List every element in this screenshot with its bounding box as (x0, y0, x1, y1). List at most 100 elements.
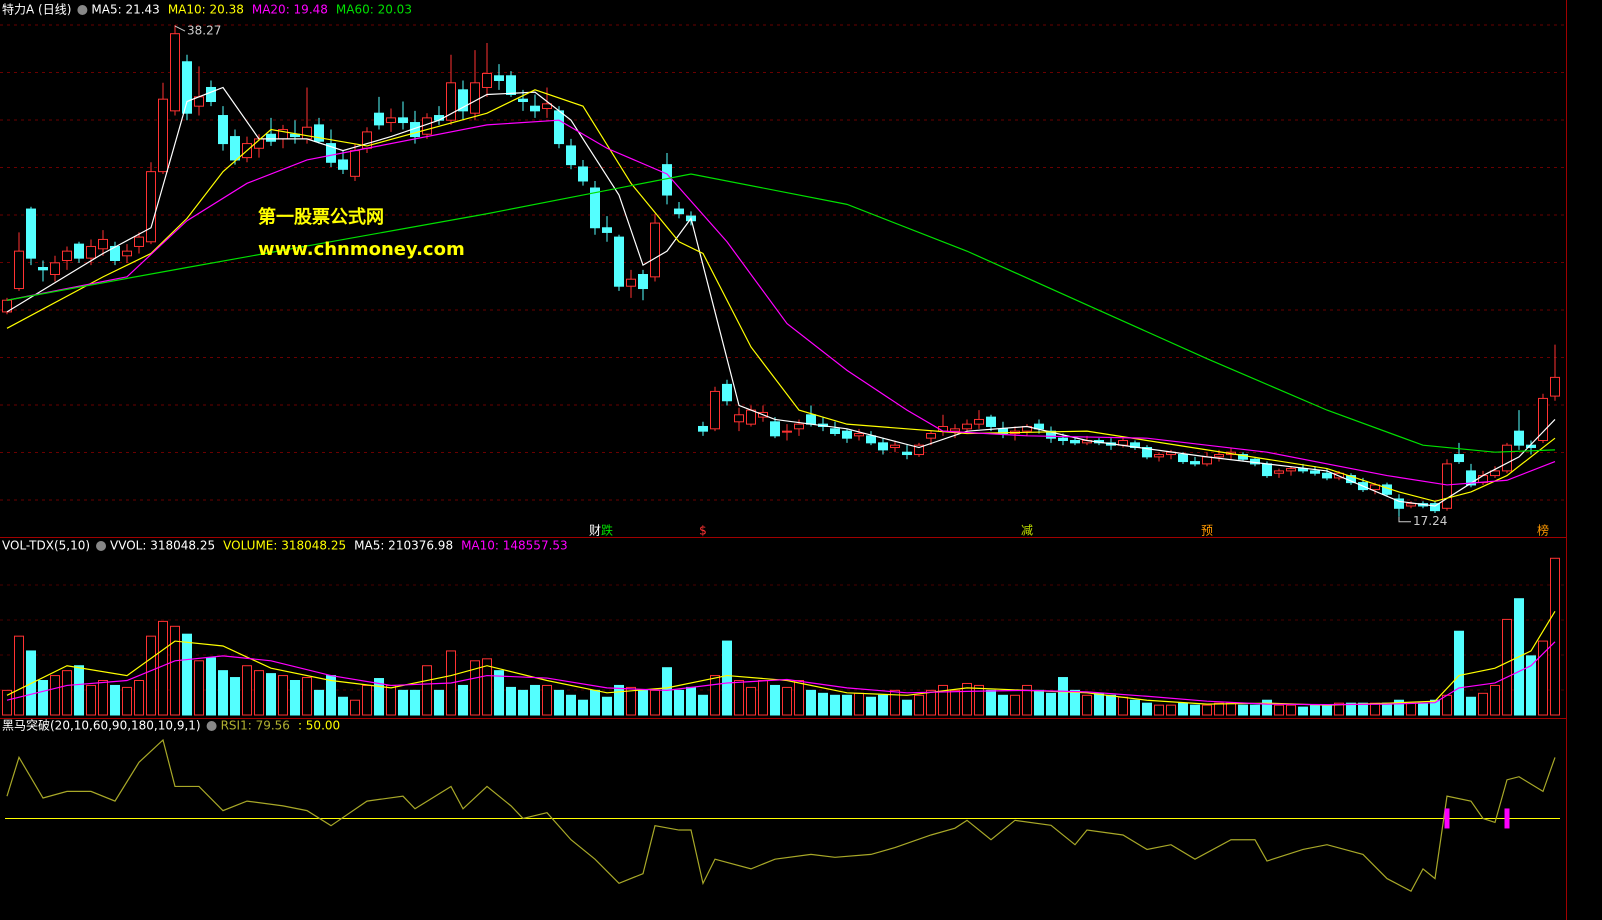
candle-body (974, 418, 984, 425)
candle-body (122, 250, 132, 257)
candle-body (374, 112, 384, 126)
candle-body (1394, 498, 1404, 509)
candle-body (650, 222, 660, 278)
legend-entry: MA20: 19.48 (252, 3, 328, 17)
volume-bar (602, 696, 612, 716)
candle-body (266, 133, 276, 142)
candle-body (806, 414, 816, 425)
volume-bar (710, 675, 720, 716)
candle-body (1178, 454, 1188, 463)
line-series (6, 641, 1556, 706)
candle-body (1322, 472, 1332, 479)
volume-bar (290, 680, 300, 716)
volume-bar (1286, 704, 1296, 716)
candle-body (1154, 454, 1164, 458)
volume-bar (698, 694, 708, 716)
volume-bar (1502, 618, 1512, 716)
candle-body (1514, 430, 1524, 446)
watermark: www.chnmoney.com (258, 239, 465, 260)
volume-bar (1190, 704, 1200, 716)
volume-bar (1418, 702, 1428, 716)
volume-bar (974, 684, 984, 716)
panel-title: 黑马突破(20,10,60,90,180,10,9,1) (2, 718, 201, 733)
candle-body (1058, 437, 1068, 442)
candle-body (506, 75, 516, 95)
candle-body (1190, 461, 1200, 465)
volume-bar (746, 686, 756, 716)
candle-body (446, 82, 456, 121)
volume-bar (1454, 630, 1464, 716)
volume-bar (722, 640, 732, 716)
candle-body (326, 143, 336, 163)
volume-bar (1262, 699, 1272, 716)
volume-bar (830, 694, 840, 716)
panel-title: VOL-TDX(5,10) (2, 539, 90, 553)
candle-body (494, 75, 504, 81)
volume-bar (158, 620, 168, 716)
volume-bar (902, 699, 912, 716)
volume-bar (1142, 702, 1152, 716)
volume-bar (566, 694, 576, 716)
volume-bar (1226, 702, 1236, 716)
legend-entry: RSI1: 79.56 (221, 719, 290, 733)
volume-bar (494, 670, 504, 716)
candle-body (1370, 484, 1380, 491)
volume-bar (182, 633, 192, 716)
volume-bar (1130, 699, 1140, 716)
leader (174, 25, 186, 32)
candle-body (902, 451, 912, 456)
volume-bar (1034, 689, 1044, 716)
volume-bar (350, 699, 360, 716)
candle-body (854, 432, 864, 437)
candle-body (770, 421, 780, 437)
candle-body (458, 89, 468, 112)
line-series (6, 119, 1556, 486)
volume-bar (1214, 702, 1224, 716)
signal-bar (1504, 808, 1510, 829)
volume-bar (1382, 702, 1392, 716)
candle-body (206, 86, 216, 103)
volume-bar (1334, 702, 1344, 716)
candle-body (734, 414, 744, 423)
candle-body (722, 383, 732, 402)
signal-bar (1444, 808, 1450, 829)
candle-body (1142, 447, 1152, 458)
event-marker: 跌 (601, 523, 613, 538)
volume-bar (98, 680, 108, 716)
leader (1398, 516, 1411, 523)
candle-body (1286, 468, 1296, 472)
volume-bar (50, 675, 60, 716)
volume-bar (74, 665, 84, 716)
volume-bar (998, 694, 1008, 716)
volume-bar (1526, 655, 1536, 716)
candle-body (134, 236, 144, 247)
volume-bar (890, 689, 900, 716)
volume-bar (206, 657, 216, 716)
event-marker: $ (699, 524, 707, 538)
volume-bar (914, 694, 924, 716)
volume-bar (374, 678, 384, 716)
panel-icon (206, 721, 217, 731)
candle-body (794, 423, 804, 430)
volume-bar (410, 689, 420, 716)
legend-entry: MA5: 21.43 (91, 3, 159, 17)
candle-body (398, 117, 408, 124)
candle-body (230, 136, 240, 161)
candle-body (314, 124, 324, 142)
legend-entry: VVOL: 318048.25 (110, 539, 215, 553)
volume-bar (878, 694, 888, 716)
volume-bar (1466, 696, 1476, 716)
volume-bar (614, 684, 624, 716)
volume-bar (1430, 699, 1440, 716)
volume-bar (506, 686, 516, 716)
candle-body (566, 145, 576, 166)
volume-bar (986, 689, 996, 716)
volume-bar (338, 696, 348, 716)
volume-bar (1550, 557, 1560, 716)
candle-body (470, 82, 480, 114)
low-label: 17.24 (1413, 514, 1447, 528)
volume-bar (2, 689, 12, 716)
candle-body (1238, 454, 1248, 460)
volume-bar (638, 689, 648, 716)
